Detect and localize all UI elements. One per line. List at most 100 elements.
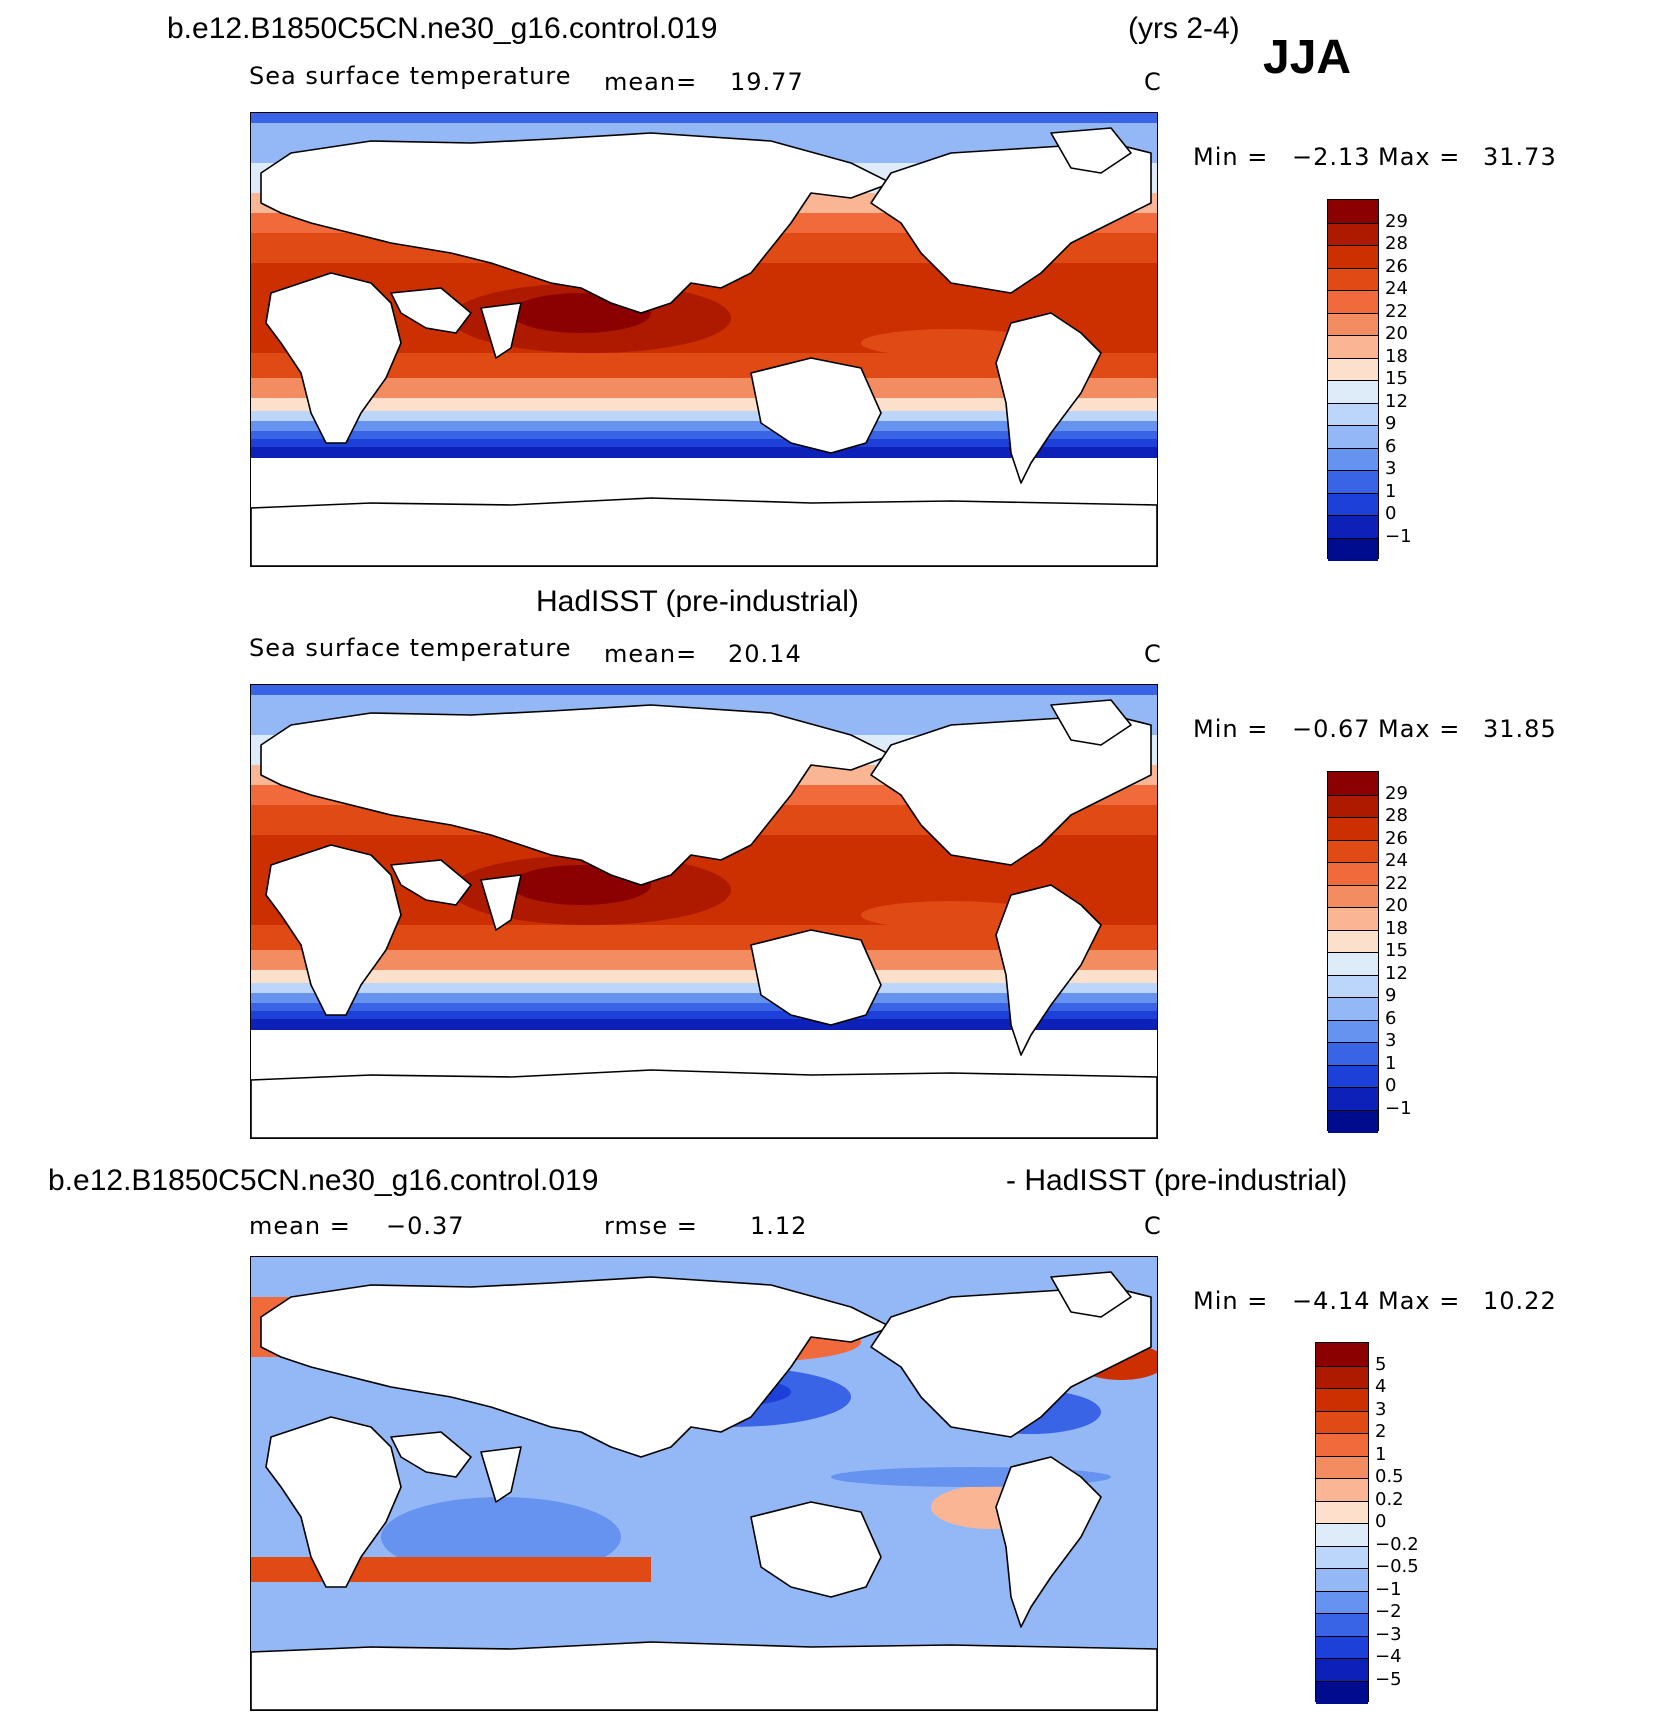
colorbar-tick-label: 18 (1385, 917, 1408, 939)
colorbar-segment (1328, 470, 1378, 494)
colorbar-segment (1328, 425, 1378, 449)
colorbar-segment (1328, 245, 1378, 269)
colorbar-tick-label: 28 (1385, 233, 1408, 254)
panel3-max-value: 10.22 (1483, 1287, 1557, 1315)
panel2-max-value: 31.85 (1483, 715, 1557, 743)
coastlines (251, 699, 1157, 1138)
panel1-min-value: −2.13 (1292, 143, 1371, 171)
colorbar-segment (1316, 1500, 1368, 1524)
colorbar-tick-label: 22 (1385, 300, 1408, 322)
colorbar-segment (1328, 974, 1378, 998)
panel1-colorbar: 29 28 26 24 22 20 18 15 12 9 6 3 1 0 −1 (1327, 199, 1467, 561)
panel2-mean-value: 20.14 (728, 640, 802, 668)
colorbar-tick-label: −1 (1375, 1578, 1402, 1600)
colorbar-segment (1328, 357, 1378, 381)
colorbar-tick-label: −0.2 (1375, 1533, 1419, 1555)
panel1-variable: Sea surface temperature (249, 62, 572, 90)
colorbar-tick-label: 20 (1385, 323, 1408, 344)
colorbar-segment (1328, 380, 1378, 404)
panel2-title: HadISST (pre-industrial) (536, 585, 859, 618)
colorbar-tick-label: −4 (1375, 1646, 1402, 1667)
colorbar-tick-label: 2 (1375, 1421, 1387, 1442)
colorbar-segment (1328, 997, 1378, 1021)
panel3-mean-label: mean = (249, 1212, 351, 1240)
colorbar-tick-label: 1 (1385, 1052, 1397, 1074)
colorbar-segment (1316, 1388, 1368, 1412)
colorbar-segment (1328, 794, 1378, 818)
colorbar-segment (1328, 537, 1378, 561)
colorbar-segment (1328, 884, 1378, 908)
panel1-map (250, 112, 1158, 567)
panel3-rmse-label: rmse = (604, 1212, 698, 1240)
colorbar-tick-label: 20 (1385, 895, 1408, 916)
panel1-max-value: 31.73 (1483, 143, 1557, 171)
colorbar-segment (1316, 1658, 1368, 1682)
panel3-max-label: Max = (1378, 1287, 1461, 1315)
colorbar-segment (1328, 402, 1378, 426)
panel1-mean-label: mean= (604, 68, 698, 96)
colorbar-segment (1328, 772, 1378, 795)
colorbar-segment (1328, 447, 1378, 471)
colorbar-tick-label: 1 (1385, 480, 1397, 502)
panel3-mean-value: −0.37 (386, 1212, 465, 1240)
colorbar-tick-label: 6 (1385, 435, 1397, 457)
colorbar-segment (1328, 200, 1378, 223)
colorbar-segment (1316, 1523, 1368, 1547)
panel2-unit: C (1144, 640, 1162, 668)
colorbar-tick-label: 6 (1385, 1007, 1397, 1029)
panel3-title-right: - HadISST (pre-industrial) (1006, 1164, 1348, 1197)
colorbar-segment (1316, 1680, 1368, 1704)
colorbar-segment (1328, 907, 1378, 931)
colorbar-tick-label: 9 (1385, 985, 1397, 1006)
colorbar-boxes (1315, 1342, 1369, 1704)
panel1-mean-value: 19.77 (730, 68, 804, 96)
colorbar-tick-label: 9 (1385, 413, 1397, 434)
colorbar-tick-label: 1 (1375, 1443, 1387, 1465)
panel2-map (250, 684, 1158, 1139)
colorbar-tick-label: 15 (1385, 940, 1408, 961)
colorbar-segment (1316, 1478, 1368, 1502)
colorbar-segment (1316, 1568, 1368, 1592)
colorbar-tick-label: 3 (1385, 458, 1397, 479)
panel3-min-label: Min = (1193, 1287, 1269, 1315)
colorbar-tick-label: 26 (1385, 255, 1408, 277)
colorbar-segment (1328, 515, 1378, 539)
season-label: JJA (1263, 31, 1352, 84)
colorbar-tick-label: 3 (1375, 1398, 1387, 1420)
coastlines (251, 127, 1157, 566)
colorbar-boxes (1327, 199, 1379, 561)
colorbar-tick-label: −1 (1385, 1097, 1412, 1119)
colorbar-segment (1328, 1042, 1378, 1066)
panel1-title: b.e12.B1850C5CN.ne30_g16.control.019 (167, 12, 718, 45)
colorbar-tick-label: 22 (1385, 872, 1408, 894)
colorbar-segment (1316, 1613, 1368, 1637)
colorbar-tick-label: 28 (1385, 805, 1408, 826)
panel2-colorbar: 29 28 26 24 22 20 18 15 12 9 6 3 1 0 −1 (1327, 771, 1467, 1133)
panel3-min-value: −4.14 (1292, 1287, 1371, 1315)
panel1-max-label: Max = (1378, 143, 1461, 171)
colorbar-segment (1328, 267, 1378, 291)
colorbar-boxes (1327, 771, 1379, 1133)
coastlines (251, 1271, 1157, 1710)
colorbar-segment (1328, 492, 1378, 516)
colorbar-segment (1328, 839, 1378, 863)
panel3-unit: C (1144, 1212, 1162, 1240)
colorbar-segment (1316, 1455, 1368, 1479)
colorbar-tick-label: 29 (1385, 782, 1408, 804)
colorbar-segment (1328, 1087, 1378, 1111)
colorbar-tick-label: 24 (1385, 850, 1408, 871)
colorbar-segment (1316, 1590, 1368, 1614)
colorbar-tick-label: 18 (1385, 345, 1408, 367)
colorbar-segment (1316, 1343, 1368, 1366)
colorbar-tick-label: −1 (1385, 525, 1412, 547)
panel3-title-left: b.e12.B1850C5CN.ne30_g16.control.019 (48, 1164, 599, 1197)
colorbar-tick-label: 0 (1385, 1075, 1397, 1096)
colorbar-tick-label: 5 (1375, 1353, 1387, 1375)
colorbar-tick-label: 0 (1375, 1511, 1387, 1532)
years-label: (yrs 2-4) (1128, 12, 1240, 45)
panel3-rmse-value: 1.12 (750, 1212, 808, 1240)
colorbar-segment (1328, 952, 1378, 976)
colorbar-segment (1316, 1635, 1368, 1659)
colorbar-segment (1328, 929, 1378, 953)
colorbar-segment (1316, 1545, 1368, 1569)
